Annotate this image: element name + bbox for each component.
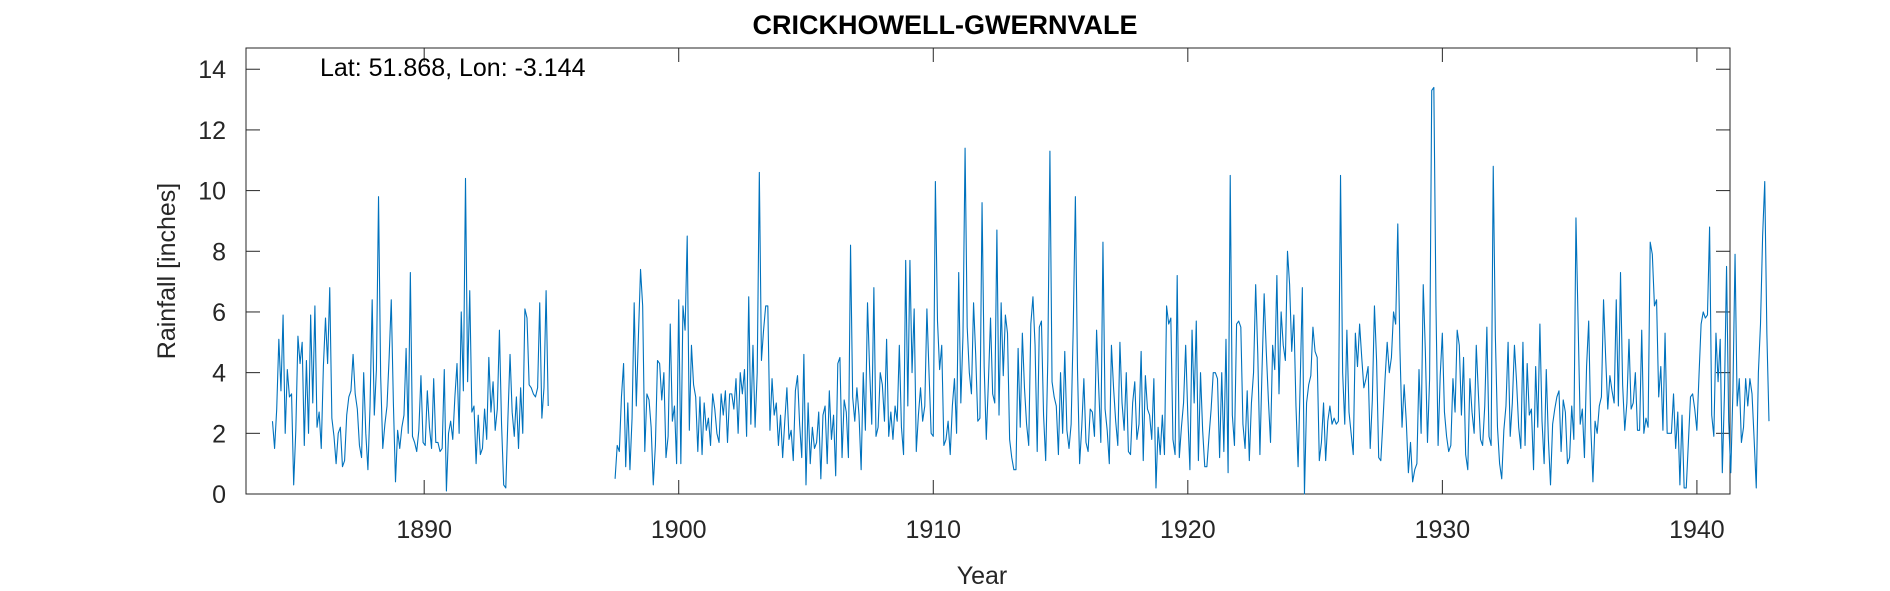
x-tick-label: 1900 bbox=[651, 516, 707, 544]
x-tick-label: 1920 bbox=[1160, 516, 1216, 544]
y-tick-label: 0 bbox=[212, 481, 226, 509]
x-tick-label: 1890 bbox=[396, 516, 452, 544]
y-tick-label: 12 bbox=[198, 117, 226, 145]
y-tick-label: 6 bbox=[212, 299, 226, 327]
station-location-annotation: Lat: 51.868, Lon: -3.144 bbox=[320, 54, 586, 82]
x-tick-label: 1940 bbox=[1669, 516, 1725, 544]
chart-title: CRICKHOWELL-GWERNVALE bbox=[753, 10, 1138, 40]
y-tick-label: 10 bbox=[198, 178, 226, 206]
tick-labels: 1890 1900 1910 1920 1930 1940 0 2 4 6 8 10 12 14 bbox=[198, 56, 1725, 544]
y-tick-label: 2 bbox=[212, 420, 226, 448]
y-axis-label: Rainfall [inches] bbox=[153, 183, 181, 359]
y-tick-label: 4 bbox=[212, 360, 226, 388]
axis-ticks bbox=[246, 48, 1730, 495]
x-tick-label: 1910 bbox=[905, 516, 961, 544]
x-tick-label: 1930 bbox=[1415, 516, 1471, 544]
y-tick-label: 8 bbox=[212, 238, 226, 266]
plot-area bbox=[245, 47, 1731, 495]
x-axis-label: Year bbox=[957, 562, 1008, 590]
rainfall-series-line bbox=[271, 86, 1770, 495]
y-tick-label: 14 bbox=[198, 56, 226, 84]
